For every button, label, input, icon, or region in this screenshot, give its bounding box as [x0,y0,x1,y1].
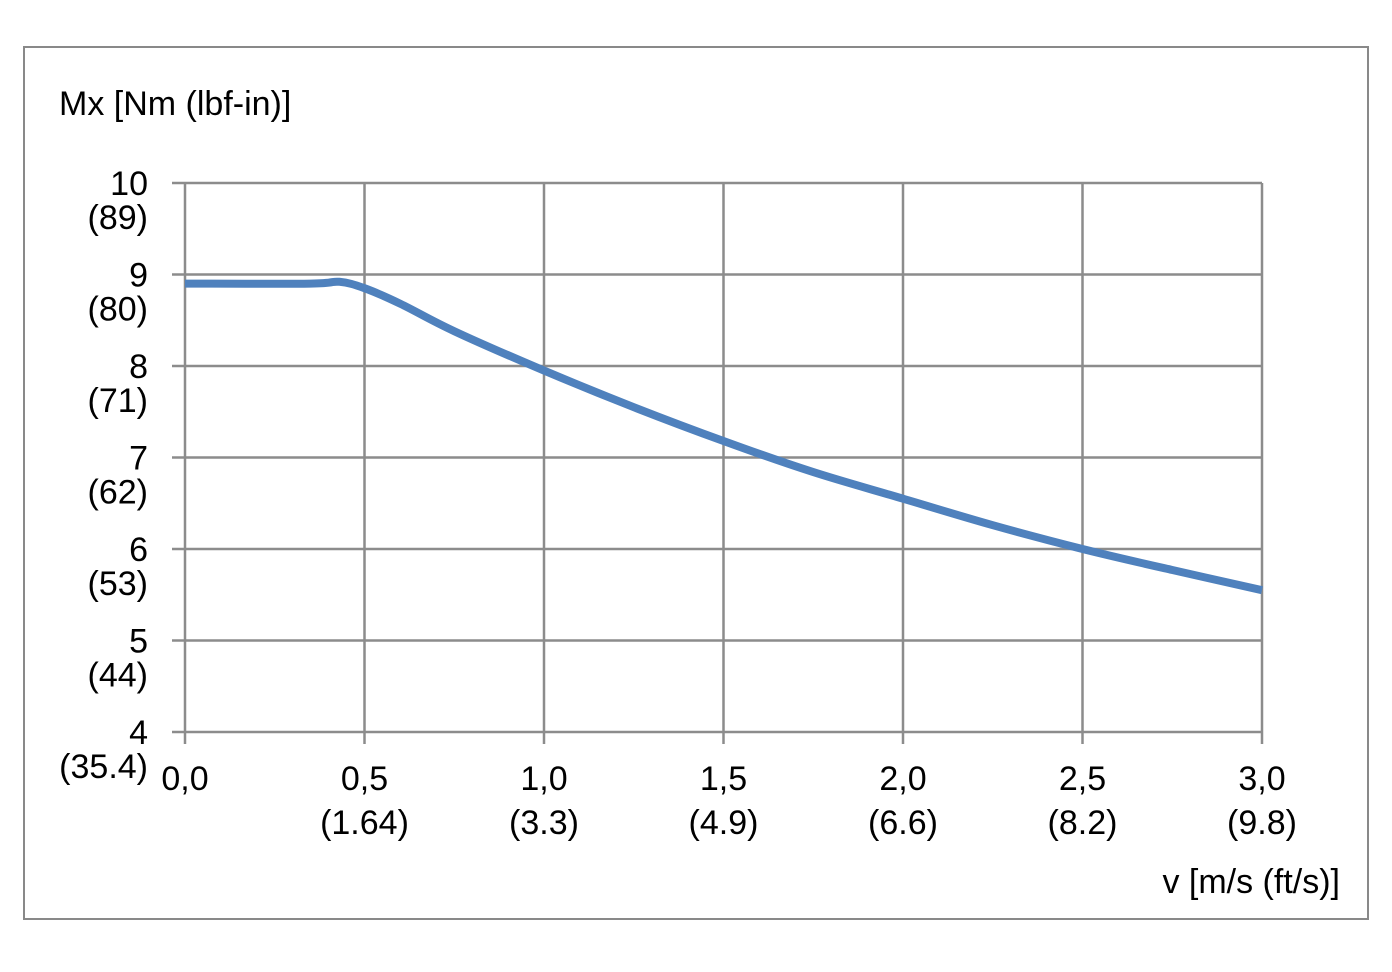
x-tick-label: 0,5 [341,760,388,798]
x-tick-label: 0,0 [161,760,208,798]
y-axis-label: Mx [Nm (lbf-in)] [59,85,291,123]
y-tick-label: 9 [129,257,148,295]
y-tick-sublabel: (35.4) [59,748,148,786]
x-tick-sublabel: (4.9) [689,804,759,842]
grid [172,181,1264,744]
x-tick-label: 2,0 [879,760,926,798]
x-tick-sublabel: (6.6) [868,804,938,842]
series-line-0 [184,277,1263,595]
y-tick-sublabel: (44) [88,657,148,695]
x-axis-label: v [m/s (ft/s)] [1162,863,1340,901]
series-group [184,277,1263,595]
x-tick-label: 1,5 [700,760,747,798]
y-tick-label: 4 [129,714,148,752]
y-tick-label: 10 [110,165,148,203]
y-tick-label: 5 [129,623,148,661]
y-tick-sublabel: (71) [88,382,148,420]
y-tick-label: 6 [129,531,148,569]
x-tick-sublabel: (9.8) [1227,804,1297,842]
x-tick-sublabel: (8.2) [1048,804,1118,842]
x-tick-label: 1,0 [520,760,567,798]
y-tick-sublabel: (89) [88,199,148,237]
chart-frame [23,46,1369,920]
y-tick-sublabel: (62) [88,474,148,512]
x-tick-label: 3,0 [1238,760,1285,798]
y-tick-label: 8 [129,348,148,386]
y-tick-sublabel: (53) [88,565,148,603]
x-tick-sublabel: (3.3) [509,804,579,842]
tick-labels: 10(89) 9(80) 8(71) 7(62) 6(53) 5(44) 4(35.4) 0,… [59,165,1297,842]
y-tick-label: 7 [129,440,148,478]
x-tick-label: 2,5 [1059,760,1106,798]
y-tick-sublabel: (80) [88,291,148,329]
x-tick-sublabel: (1.64) [320,804,409,842]
